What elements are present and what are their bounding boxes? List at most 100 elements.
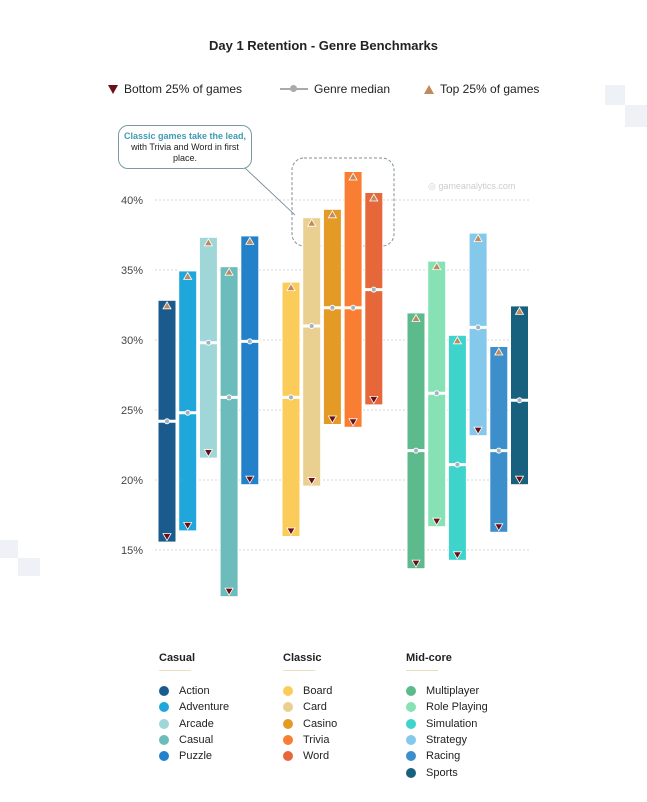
bar-casual (220, 267, 238, 597)
color-dot-icon (159, 702, 169, 713)
y-tick-label: 20% (121, 475, 143, 487)
bar-word (365, 193, 383, 405)
annotation-callout: Classic games take the lead, with Trivia… (118, 125, 252, 169)
legend-item: Multiplayer (406, 683, 488, 699)
divider (159, 670, 191, 671)
bar-card (303, 218, 321, 486)
legend-item: Action (159, 683, 229, 699)
legend-item-label: Adventure (179, 701, 230, 714)
top-25-marker (514, 306, 525, 315)
legend-item: Arcade (159, 716, 229, 732)
y-tick-label: 25% (121, 405, 143, 417)
legend-item: Trivia (283, 732, 337, 748)
y-tick-label: 30% (121, 335, 143, 347)
color-dot-icon (283, 718, 293, 729)
top-25-marker (183, 271, 193, 280)
color-dot-icon (406, 718, 416, 729)
median-marker (308, 323, 315, 329)
legend-group-title: Mid-core (406, 652, 452, 664)
top-25-marker (327, 209, 338, 219)
median-marker (205, 339, 212, 346)
legend-item-label: Sports (426, 766, 458, 779)
bottom-25-marker (473, 426, 483, 436)
legend-item-label: Simulation (426, 717, 478, 730)
bar-trivia (344, 172, 362, 427)
legend-bottom-25: Bottom 25% of games (108, 82, 242, 96)
y-tick-label: 40% (121, 195, 143, 207)
legend-item: Sports (406, 764, 488, 780)
median-marker (246, 338, 253, 345)
median-marker (226, 394, 233, 401)
bottom-25-marker (432, 517, 442, 527)
top-25-marker (452, 335, 463, 345)
legend-item: Simulation (406, 716, 488, 732)
legend-item: Card (283, 699, 337, 715)
legend-item-label: Action (179, 685, 210, 698)
bottom-25-marker (494, 523, 504, 532)
median-marker (164, 418, 170, 425)
legend-item-label: Casual (179, 734, 214, 747)
annotation-highlight: Classic games take the lead, (123, 131, 247, 141)
legend-group-classic: Classic Board Card Casino Trivia Word (283, 652, 337, 764)
bottom-25-marker (348, 418, 358, 427)
color-dot-icon (283, 686, 293, 697)
legend-item: Casino (283, 716, 337, 732)
legend-item-label: Card (303, 701, 327, 714)
legend-item-label: Word (303, 750, 330, 763)
top-25-marker (203, 237, 214, 247)
color-dot-icon (159, 686, 169, 697)
bar-sports (511, 306, 528, 485)
median-marker (370, 286, 377, 293)
bottom-25-marker (452, 551, 463, 560)
legend-item: Strategy (406, 732, 488, 748)
bottom-25-marker (203, 449, 214, 458)
color-dot-icon (406, 735, 416, 746)
median-marker-icon (280, 84, 308, 94)
legend-item: Racing (406, 748, 488, 764)
legend-item-label: Role Playing (426, 701, 488, 714)
y-tick-label: 15% (121, 545, 143, 557)
color-dot-icon (159, 735, 169, 746)
legend-item: Casual (159, 732, 229, 748)
legend-item: Adventure (159, 699, 229, 715)
top-25-marker (348, 172, 358, 181)
bottom-25-marker (514, 475, 525, 485)
top-25-marker (245, 236, 255, 245)
decorative-block (625, 105, 647, 127)
top-25-marker (494, 347, 504, 356)
top-25-marker (369, 193, 379, 202)
legend-median: Genre median (280, 82, 390, 96)
legend-label: Genre median (314, 82, 391, 96)
legend-item-label: Puzzle (179, 750, 213, 763)
bottom-25-marker (224, 587, 234, 597)
top-25-marker (224, 267, 234, 276)
legend-item-label: Casino (303, 717, 338, 730)
bottom-25-marker (369, 395, 379, 405)
legend-item-label: Multiplayer (426, 685, 480, 698)
bottom-25-marker (411, 559, 421, 569)
median-marker (329, 304, 336, 311)
bar-casino (323, 209, 341, 424)
median-marker (184, 409, 191, 416)
legend-item-label: Racing (426, 750, 461, 763)
top-25-marker (432, 261, 442, 271)
top-25-marker (286, 282, 296, 292)
legend-item: Board (283, 683, 337, 699)
bar-strategy (469, 233, 487, 436)
color-dot-icon (283, 735, 293, 746)
bottom-25-marker (183, 522, 193, 531)
divider (283, 670, 315, 671)
bar-board (282, 282, 300, 536)
bottom-25-marker (327, 415, 338, 424)
legend-item: Role Playing (406, 699, 488, 715)
bottom-25-marker (162, 533, 172, 542)
legend-group-casual: Casual Action Adventure Arcade Casual Puzzle (159, 652, 229, 764)
legend-item-label: Board (303, 685, 333, 698)
color-dot-icon (283, 702, 293, 713)
bottom-25-marker (245, 475, 255, 485)
legend-label: Top 25% of games (440, 82, 540, 96)
color-dot-icon (283, 751, 293, 762)
legend-item: Puzzle (159, 748, 229, 764)
bar-racing (490, 347, 508, 532)
